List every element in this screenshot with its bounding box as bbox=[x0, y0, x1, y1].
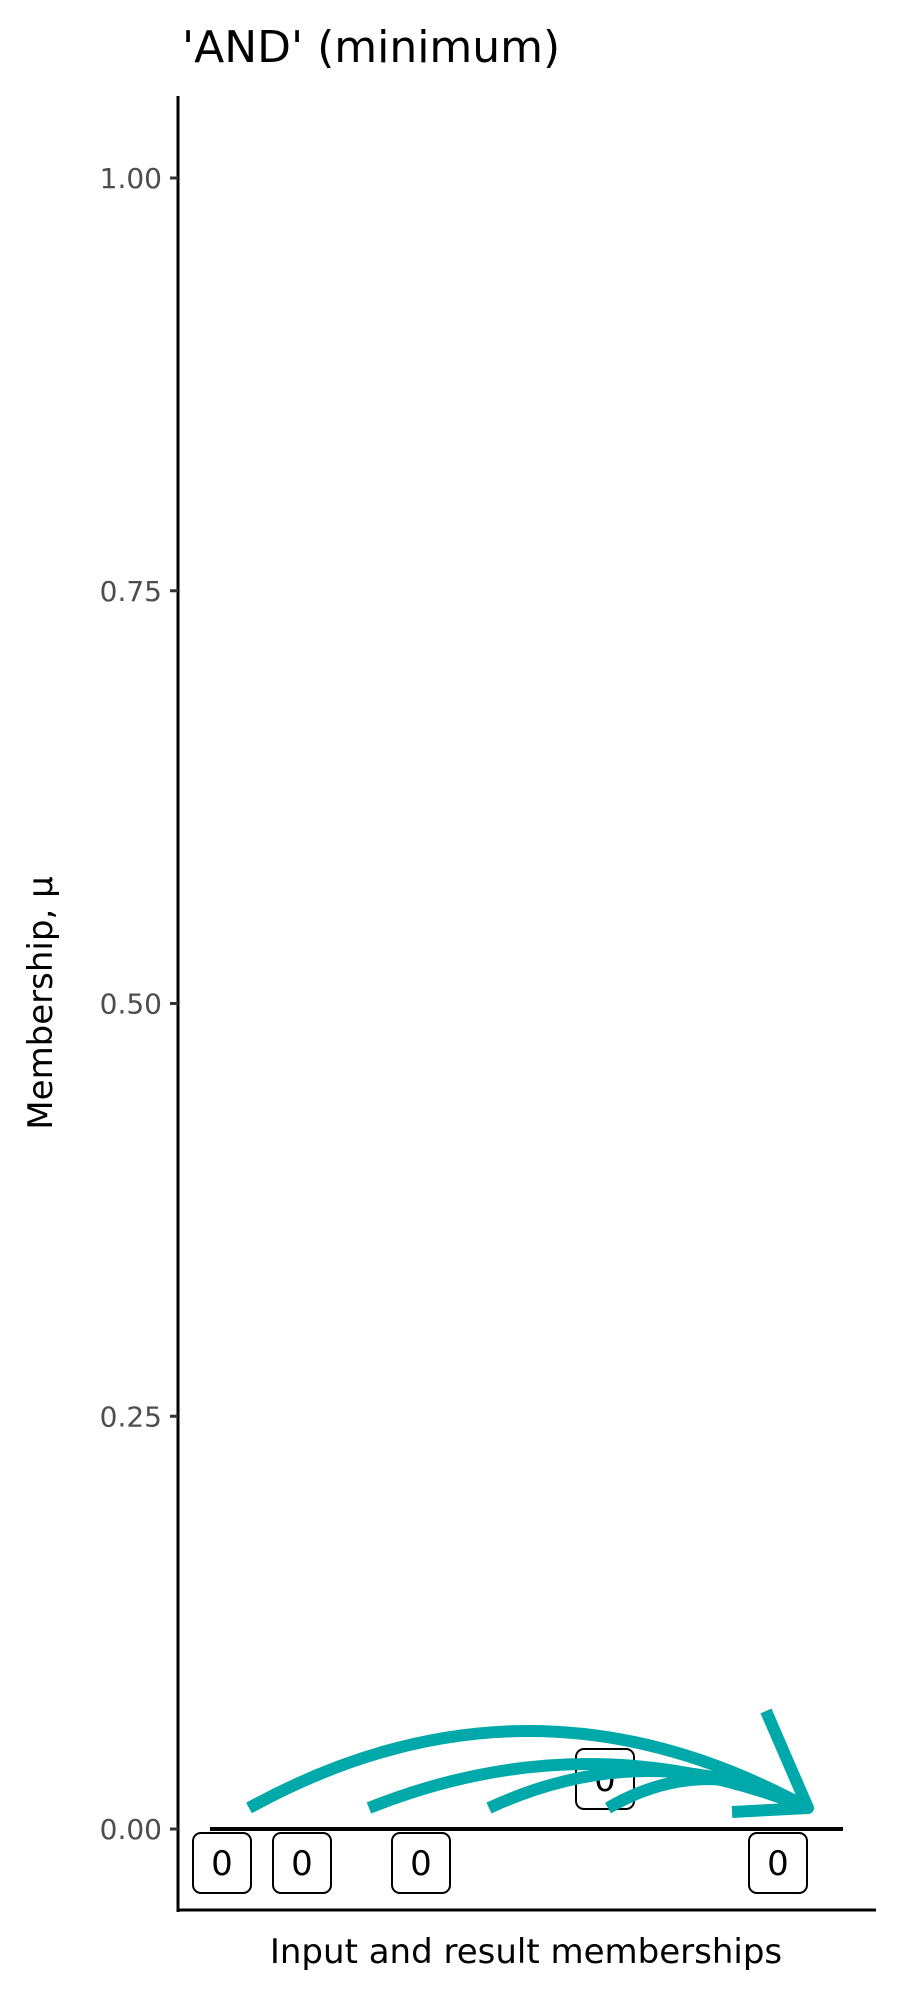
input-label-box bbox=[391, 1832, 451, 1894]
y-axis-title: Membership, μ bbox=[21, 876, 61, 1129]
arrowhead bbox=[731, 1708, 814, 1818]
result-label-box bbox=[748, 1832, 808, 1894]
x-axis-title: Input and result memberships bbox=[270, 1932, 782, 1972]
y-tick-label: 0.50 bbox=[100, 988, 162, 1021]
y-tick-label: 0.00 bbox=[100, 1813, 162, 1846]
y-tick-label: 0.75 bbox=[100, 575, 162, 608]
input-label-box bbox=[192, 1832, 252, 1894]
y-tick-label: 1.00 bbox=[100, 162, 162, 195]
input-label: 0 bbox=[410, 1844, 432, 1884]
input-label-box bbox=[272, 1832, 332, 1894]
chart-title: 'AND' (minimum) bbox=[182, 22, 560, 73]
membership-arrow bbox=[246, 1725, 811, 1814]
y-tick-label: 0.25 bbox=[100, 1400, 162, 1433]
result-label: 0 bbox=[767, 1844, 789, 1884]
input-label: 0 bbox=[211, 1844, 233, 1884]
input-label: 0 bbox=[291, 1844, 313, 1884]
membership-arrow bbox=[604, 1773, 812, 1814]
